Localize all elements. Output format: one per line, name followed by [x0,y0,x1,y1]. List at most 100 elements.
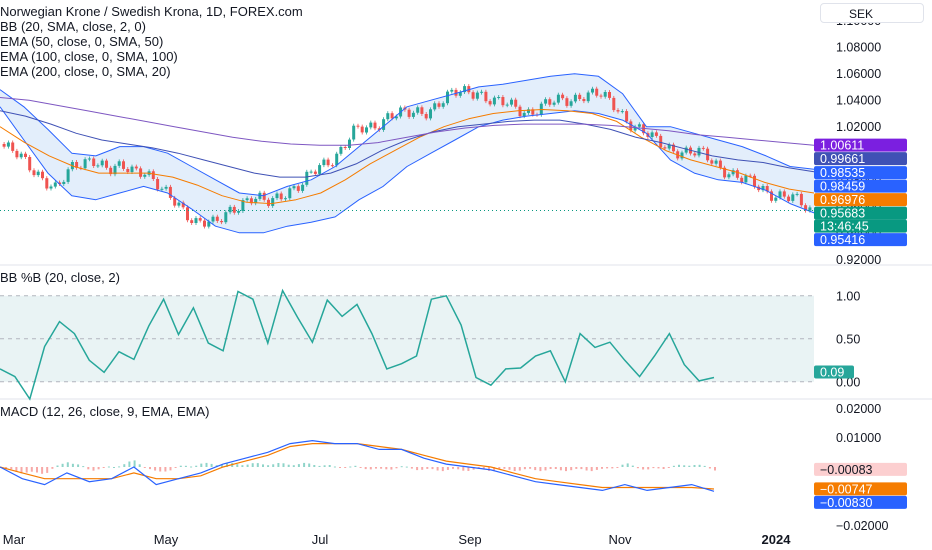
candle-body [2,144,6,147]
macd-histogram-bar [626,463,629,467]
candle-body [710,160,714,164]
candle-body [313,171,317,174]
price-label: 0.98459 [820,180,865,194]
macd-histogram-bar [113,467,115,468]
candle-body [203,220,206,227]
candle-body [134,166,138,169]
candle-body [394,116,398,119]
legend-ema50: EMA (50, close, 0, SMA, 50) [0,34,164,49]
candle-body [782,191,786,197]
candle-body [791,194,795,201]
macd-histogram-bar [590,467,593,472]
candle-body [87,158,91,160]
candle-body [450,89,454,92]
candle-body [765,186,769,192]
price-label-bg [814,233,907,247]
legend-ema200: EMA (200, close, 0, SMA, 20) [0,64,171,79]
candle-body [249,198,253,204]
candle-body [75,162,79,168]
macd-histogram-bar [359,467,362,468]
candle-body [292,186,296,189]
candle-body [66,169,70,182]
candle-body [139,168,143,177]
candle-body [117,161,121,166]
macd-histogram-bar [611,467,614,469]
macd-price-label: −0.00083 [820,463,873,477]
macd-histogram-bar [534,467,537,471]
macd-histogram-bar [446,467,449,470]
candle-body [215,216,219,221]
price-label: 13:46:45 [820,220,869,234]
candle-body [122,161,125,169]
macd-histogram-bar [97,467,100,470]
macd-histogram-bar [205,462,208,467]
candle-body [467,86,471,93]
macd-histogram-bar [523,467,526,470]
macd-histogram-bar [462,467,465,471]
candle-body [527,109,530,113]
candle-body [365,127,368,133]
macd-histogram-bar [606,467,609,469]
candle-body [156,179,160,190]
candle-body [318,165,322,174]
candle-body [49,186,53,189]
macd-histogram-bar [313,465,316,467]
macd-histogram-bar [318,465,321,467]
candle-body [390,113,394,119]
price-axis-tick: 1.02000 [836,120,881,134]
candle-body [654,132,658,136]
candle-body [625,111,629,122]
macd-histogram-bar [421,467,424,470]
price-axis-tick: 0.92000 [836,253,881,267]
macd-histogram-bar [662,467,665,469]
candle-body [326,159,330,166]
macd-histogram-bar [380,467,383,469]
macd-histogram-bar [698,464,701,467]
candle-body [224,212,228,223]
candle-body [45,178,49,189]
bbpct-last-label-bg [814,365,854,379]
macd-histogram-bar [595,467,598,470]
macd-histogram-bar [174,467,177,468]
candle-body [727,174,731,178]
macd-histogram-bar [15,467,18,472]
candle-body [267,199,270,206]
price-label-bg [814,152,907,166]
candle-body [753,175,756,187]
candle-body [296,186,300,191]
macd-histogram-bar [375,467,377,469]
candle-body [356,125,360,127]
price-label-bg [814,219,907,233]
candle-body [718,160,722,168]
candle-body [424,114,428,119]
macd-histogram-bar [426,467,429,469]
price-label-bg [814,138,907,152]
price-label: 0.95416 [820,233,865,247]
candle-body [748,175,752,177]
macd-histogram-bar [333,466,336,468]
currency-button[interactable]: SEK [820,3,924,23]
candle-body [561,94,565,99]
price-label: 0.95683 [820,207,865,221]
candle-body [92,158,96,166]
macd-histogram-bar [708,467,711,469]
macd-signal-line [0,443,715,490]
candle-body [130,166,134,172]
macd-histogram-bar [297,464,300,467]
macd-histogram-bar [565,467,567,472]
candle-body [330,165,334,167]
price-label-bg [814,179,907,193]
macd-histogram-bar [503,467,506,469]
candle-body [339,147,343,154]
candle-body [492,97,496,105]
candle-body [501,97,505,106]
bbpct-axis-tick: 0.00 [836,375,860,389]
candle-body [663,147,667,149]
macd-price-label-bg [814,462,907,476]
candle-body [19,153,23,158]
macd-histogram-bar [226,463,228,467]
macd-histogram-bar [66,462,69,467]
ema50-line [0,109,815,205]
candle-body [799,193,803,206]
